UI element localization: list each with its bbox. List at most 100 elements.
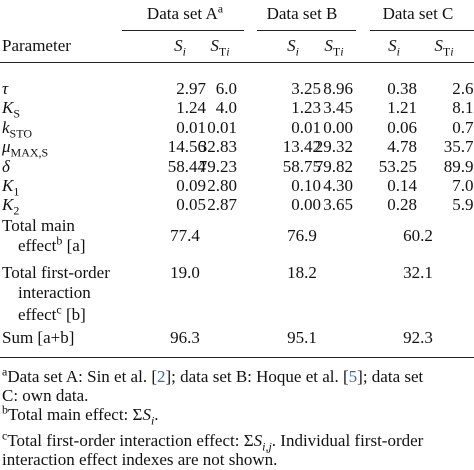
cell: 0.00 [291,195,321,215]
cell: 3.45 [323,98,353,118]
cell: 77.4 [170,226,200,246]
cell: 79.23 [199,157,237,177]
label: [a] [66,236,86,255]
cell: 58.44 [167,157,206,176]
cell: 7.05 [452,176,474,196]
cell: 0.14 [387,176,417,195]
cell: 8.96 [323,79,353,99]
symbol: K [2,176,14,195]
cell: 76.9 [287,226,317,246]
symbol: S [210,36,219,55]
cell: 18.2 [287,263,317,282]
parameter: K2 [2,195,19,216]
subscript: i [226,44,230,59]
symbol: S [388,36,397,55]
summary-label: effectc [b] [18,303,86,325]
subscript: S [13,106,21,121]
rule [0,62,474,63]
footnote-marker: a [2,364,8,379]
cell: 18.2 [287,263,317,283]
cell: 32.83 [199,137,237,157]
cell: 13.42 [282,137,321,156]
cell: 0.00 [323,118,353,137]
cell: 2.66 [452,79,474,98]
cell: 96.3 [170,328,200,347]
cell: 35.71 [444,137,474,157]
symbol: S [142,405,151,424]
column-header: STi [324,36,343,59]
label: Sum [a+b] [2,328,75,347]
symbol: μ [2,137,11,156]
cell: 0.70 [452,118,474,137]
cell: 0.10 [291,176,321,196]
cell: 19.0 [170,263,200,282]
footnote: bTotal main effect: ΣSi. [2,403,159,426]
cell: 2.87 [207,195,237,214]
subscript: i [183,44,186,58]
group-header: Data set Aa [147,2,223,24]
cell: 0.01 [207,118,237,138]
summary-label: interaction [18,283,91,303]
footnote: C: own data. [2,386,88,406]
cell: 8.12 [452,98,474,118]
subscript: Ti [443,44,454,58]
cell: 0.00 [323,118,353,138]
cell: 1.24 [176,98,206,117]
column-header: Si [287,36,299,57]
group-header: Data set B [267,4,338,24]
cell: 1.21 [387,98,417,117]
subscript: 1 [13,184,20,199]
group-header: Data set C [383,4,454,24]
text: . [154,405,159,424]
subscript: T [442,44,451,59]
subscript: i,j [262,439,272,454]
cell: 0.05 [176,195,206,215]
symbol: S [324,36,333,55]
cell: 95.1 [287,328,317,348]
cell: 0.06 [387,118,417,138]
cell: 76.9 [287,226,317,245]
cell: 4.0 [216,98,237,118]
subscript: STO [9,126,32,141]
symbol: S [253,431,263,450]
cell: 79.23 [198,157,237,176]
symbol: S [434,36,443,55]
cell: 58.44 [168,157,206,177]
cell: 1.23 [291,98,321,117]
cell: 0.01 [176,118,206,138]
text: . Individual first-order [271,431,424,450]
symbol: K [2,98,14,117]
cell: 7.05 [452,176,474,195]
symbol: k [2,118,10,137]
subscript: T [332,44,341,59]
cell: 5.98 [452,195,474,214]
cell: 14.56 [167,137,206,156]
text: Total first-order interaction effect: Σ [7,431,254,450]
cell: 5.98 [452,195,474,215]
summary-label: Sum [a+b] [2,328,74,348]
label: effect [18,305,57,324]
parameter: δ [2,157,10,177]
param-header: Parameter [2,36,71,56]
subscript: MAX,S [10,145,49,160]
text: interaction effect indexes are not shown… [2,450,278,469]
cell: 1.23 [291,98,321,118]
cell: 92.3 [403,328,433,347]
cell: 0.00 [291,195,321,214]
footnote-marker: b [56,233,63,248]
subscript: i [182,44,186,59]
cell: 1.24 [176,98,206,118]
text: ]; data set B: Hoque et al. [ [165,367,349,386]
summary-label: effectb [a] [18,233,86,256]
cell: 0.01 [291,118,321,137]
cell: 0.14 [387,176,417,196]
label: interaction [18,283,91,302]
cell: 0.28 [387,195,417,215]
parameter: kSTO [2,118,32,141]
parameter: τ [2,79,8,99]
cell: 0.09 [176,176,206,196]
text: C: own data. [2,386,89,405]
cell: 92.3 [403,328,433,348]
cell: 60.2 [403,226,433,245]
